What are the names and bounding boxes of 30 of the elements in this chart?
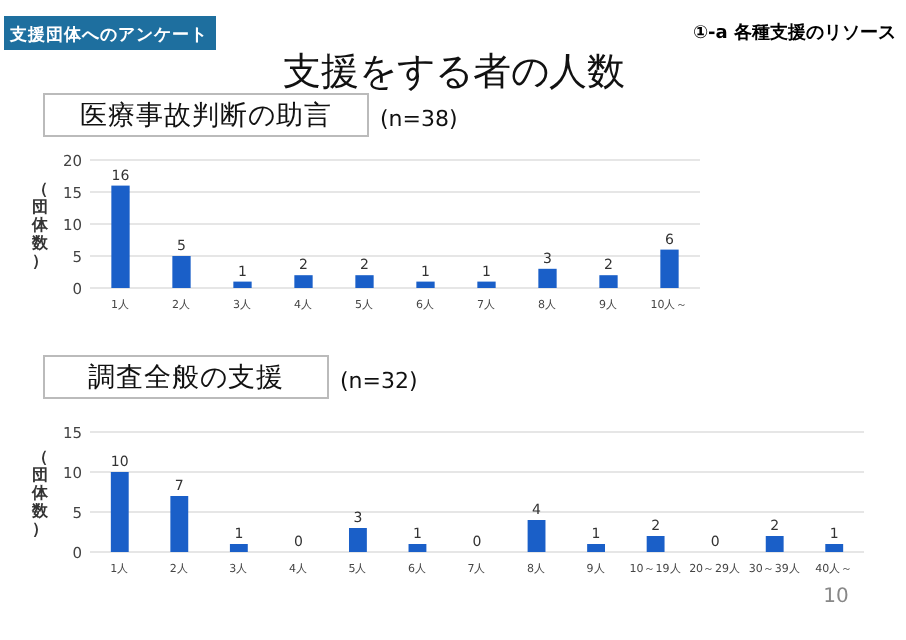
text: 支援をする者の人数 [283,50,625,94]
text: 支援団体へのアンケート [8,24,208,46]
bar [110,472,129,552]
text: 10 [823,586,849,608]
bar [416,281,435,288]
bar [170,496,189,552]
chart-subtitle: (n=32) [340,368,418,394]
bar [233,281,252,288]
bar [355,275,374,288]
bar [408,544,427,552]
bar [111,185,130,288]
y-axis-title: （団体数） [30,180,50,270]
bar [229,544,248,552]
bar [825,544,844,552]
bar [172,256,191,288]
chart-subtitle: (n=38) [380,106,458,132]
bar [348,528,367,552]
text: ①-a 各種支援のリソース [692,22,896,44]
bar [294,275,313,288]
bar [477,281,496,288]
bar [646,536,665,552]
bar [599,275,618,288]
chart-title: 調査全般の支援 [88,362,284,394]
bar [527,520,546,552]
bar [587,544,606,552]
y-axis-title: （団体数） [30,448,50,538]
bar [660,249,679,288]
chart-title: 医療事故判断の助言 [80,100,332,132]
bar [538,268,557,288]
bar [765,536,784,552]
